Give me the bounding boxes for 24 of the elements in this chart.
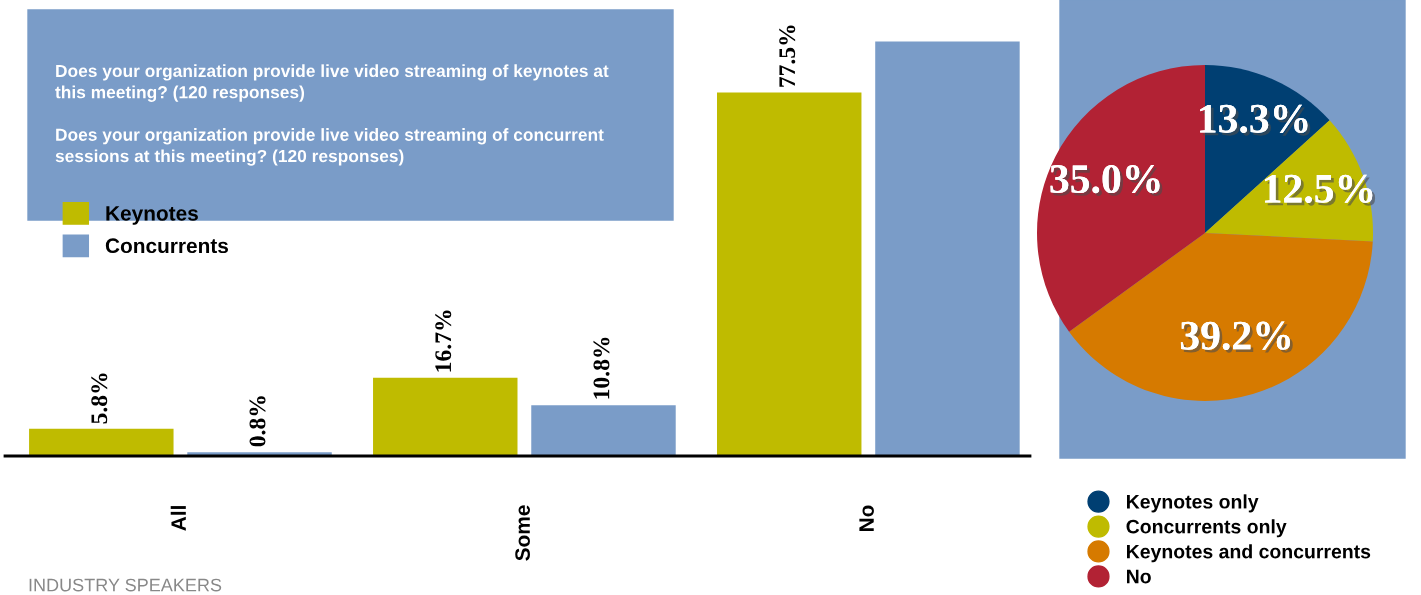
legend-label: Concurrents only bbox=[1126, 519, 1287, 538]
legend-label: Concurrents bbox=[105, 238, 229, 254]
data-label: 0.8% bbox=[249, 396, 266, 447]
legend-label: No bbox=[1127, 569, 1151, 584]
bar bbox=[373, 377, 518, 456]
x-tick-label: All bbox=[170, 506, 186, 531]
bar bbox=[717, 92, 862, 456]
data-label: 77.5% bbox=[779, 25, 796, 87]
legend-label: Keynotes bbox=[106, 206, 198, 225]
x-tick-label: Some bbox=[515, 505, 530, 561]
bar bbox=[875, 41, 1020, 456]
legend-label: Keynotes only bbox=[1127, 494, 1259, 513]
data-label: 35.0% bbox=[1050, 164, 1163, 197]
pie-slice bbox=[1069, 233, 1373, 401]
data-label: 5.8% bbox=[91, 373, 108, 424]
text: Does your organization provide live video streaming of keynotes at this meeting? (120 responses) Does your organization provide live video streaming of concurrent sessions at this meeting? (120 responses) bbox=[55, 64, 609, 166]
x-tick-label: No bbox=[859, 505, 874, 531]
data-label: 10.8% bbox=[593, 337, 610, 399]
bar bbox=[29, 428, 174, 456]
data-label: 16.7% bbox=[435, 310, 452, 372]
legend-label: Keynotes and concurrents bbox=[1127, 544, 1371, 563]
text: INDUSTRY SPEAKERS bbox=[29, 578, 222, 592]
bar bbox=[531, 405, 676, 456]
data-label: 39.2% bbox=[1180, 321, 1293, 353]
